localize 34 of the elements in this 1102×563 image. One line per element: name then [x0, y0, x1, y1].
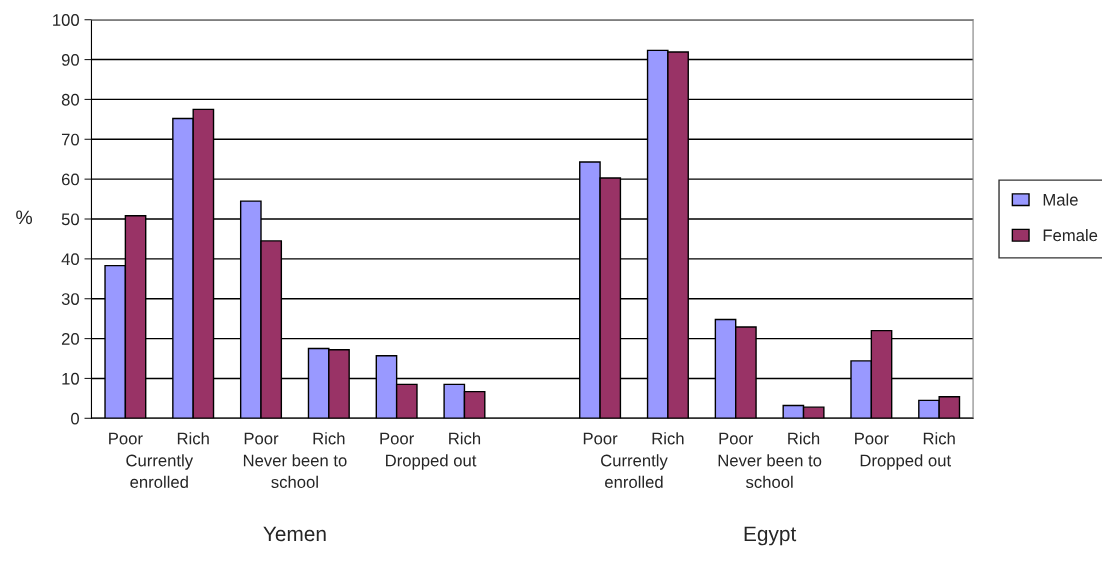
y-tick-label: 10 [62, 372, 80, 385]
x-tick-label: Rich [652, 432, 684, 445]
x-tick-label: Rich [177, 432, 209, 445]
text: Currently enrolled [126, 454, 194, 488]
x-tick-label: Poor [244, 432, 279, 445]
y-tick-label: 0 [71, 412, 80, 425]
y-tick-label: 50 [61, 213, 80, 226]
text: Currently enrolled [601, 454, 668, 488]
x-tick-label: Poor [583, 432, 618, 445]
x-tick-label: Rich [923, 432, 955, 445]
text: Never been to school [243, 454, 347, 488]
text: Dropped out [386, 454, 477, 470]
legend-label: Male [1043, 193, 1078, 206]
y-tick-label: 60 [61, 173, 80, 186]
y-axis-title: % [16, 210, 33, 225]
legend-label: Female [1043, 229, 1098, 242]
y-tick-label: 70 [61, 133, 80, 146]
x-tick-label: Rich [788, 432, 820, 445]
y-tick-label: 20 [61, 332, 80, 345]
y-tick-label: 40 [61, 253, 80, 266]
x-tick-label: Rich [313, 432, 345, 445]
x-tick-label: Rich [449, 432, 481, 445]
text: Egypt [744, 526, 797, 546]
y-tick-label: 100 [53, 14, 80, 26]
text: Dropped out [860, 454, 951, 470]
x-tick-label: Poor [380, 432, 414, 445]
x-tick-label: Poor [109, 432, 143, 445]
text: Yemen [263, 526, 326, 542]
text: Never been to school [718, 454, 822, 488]
x-tick-label: Poor [855, 432, 889, 445]
y-tick-label: 80 [61, 93, 80, 106]
y-tick-label: 30 [61, 293, 80, 305]
y-tick-label: 90 [61, 53, 80, 66]
x-tick-label: Poor [719, 432, 754, 445]
